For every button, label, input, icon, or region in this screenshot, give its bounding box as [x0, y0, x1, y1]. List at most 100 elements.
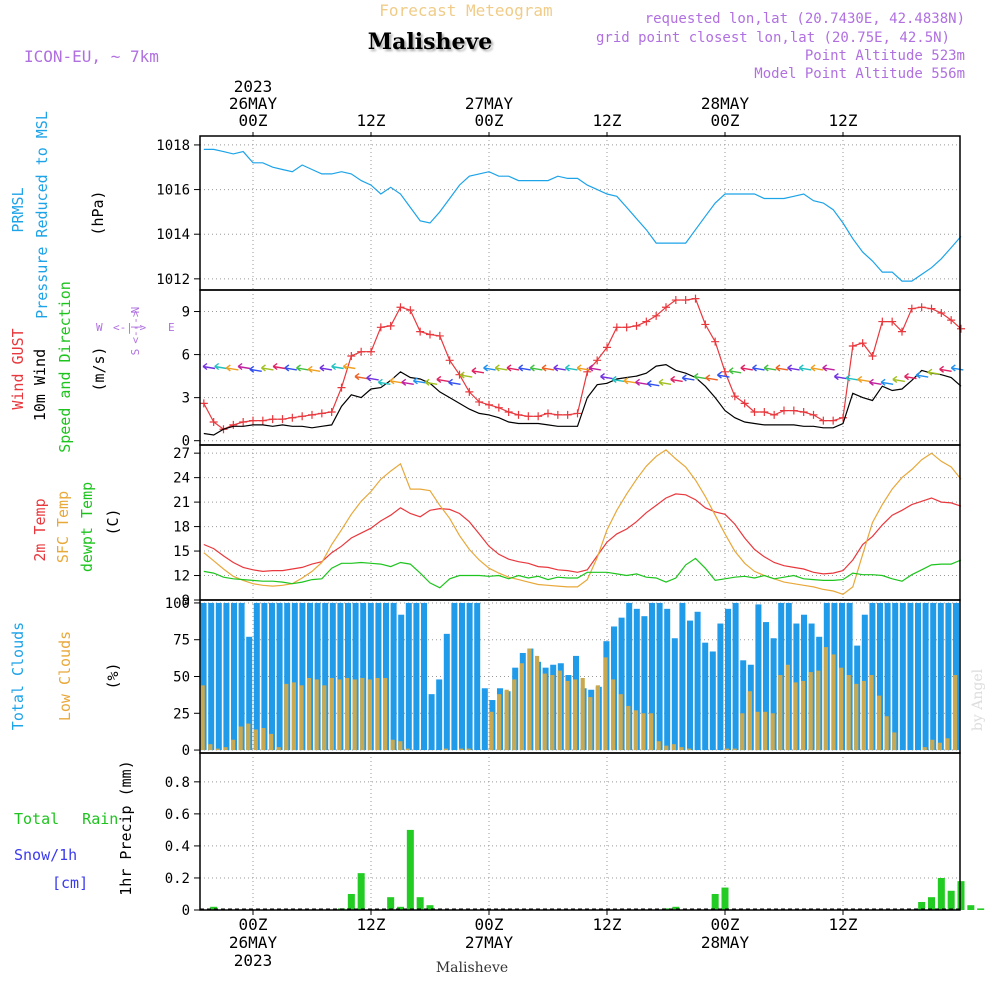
gust-marker	[337, 383, 346, 392]
total-cloud-bar	[877, 602, 883, 751]
gust-marker	[258, 416, 267, 425]
gust-marker	[209, 418, 218, 427]
gust-marker	[426, 330, 434, 339]
total-cloud-bar	[276, 602, 283, 751]
total-cloud-bar	[413, 602, 420, 751]
temperature-panel: 9 12 15 18 21 24 27	[173, 444, 962, 609]
rain-bar	[937, 877, 945, 910]
gust-marker	[740, 399, 749, 408]
wind-direction-arrow	[892, 375, 905, 383]
low-cloud-bar	[732, 748, 737, 751]
low-cloud-bar	[641, 713, 646, 751]
wind-direction-arrow	[284, 364, 297, 372]
gust-marker	[494, 403, 503, 412]
wind-direction-arrow	[728, 367, 742, 375]
low-cloud-bar	[839, 667, 844, 751]
low-cloud-bar	[846, 675, 851, 751]
gust-marker	[632, 321, 641, 330]
gust-marker	[553, 410, 562, 419]
wind-direction-arrow	[939, 365, 952, 373]
pressure-label-name: PRMSL	[9, 187, 27, 232]
gust-marker	[357, 347, 366, 356]
low-cloud-bar	[922, 747, 927, 751]
low-cloud-bar	[618, 694, 623, 751]
low-cloud-bar	[725, 748, 730, 751]
pressure-frame	[199, 135, 961, 291]
low-cloud-bar	[269, 733, 274, 751]
total-cloud-bar	[671, 638, 678, 751]
precip-cm-label: [cm]	[52, 874, 88, 892]
total-cloud-bar	[474, 602, 481, 751]
wind-direction-arrow	[670, 375, 683, 383]
low-cloud-bar	[573, 679, 578, 751]
total-cloud-bar	[459, 602, 465, 751]
total-cloud-bar	[360, 602, 367, 751]
total-cloud-bar	[215, 602, 222, 751]
top-time-label: 26MAY	[229, 94, 278, 113]
low-cloud-bar	[656, 741, 661, 751]
low-cloud-bar	[542, 673, 547, 751]
gust-marker	[957, 324, 965, 333]
low-cloud-bar	[299, 685, 304, 751]
gust-marker	[367, 347, 375, 356]
bottom-time-label: 2023	[234, 951, 273, 970]
gust-marker	[937, 308, 946, 317]
low-cloud-bar	[527, 648, 532, 751]
temperature-ytick-label: 15	[173, 544, 190, 560]
temperature-ytick-label: 24	[173, 471, 190, 487]
rain-bar	[918, 901, 926, 910]
total-cloud-bar	[884, 602, 891, 751]
bottom-time-label: 28MAY	[701, 933, 750, 952]
total-cloud-bar	[664, 608, 671, 751]
clouds-ytick-label: 0	[182, 743, 190, 759]
temperature-ytick-label: 9	[182, 593, 190, 609]
low-cloud-bar	[816, 670, 821, 751]
wind-direction-arrow	[272, 362, 286, 371]
rain-bar	[947, 890, 955, 910]
gust-marker	[376, 323, 385, 332]
gust-marker	[789, 406, 798, 415]
cloud-labels: Total Clouds Low Clouds (%)	[9, 622, 122, 730]
gust-marker	[603, 343, 611, 352]
low-cloud-bar	[405, 748, 410, 751]
gust-marker	[927, 304, 936, 313]
low-cloud-bar	[626, 705, 631, 751]
gust-marker	[947, 316, 956, 325]
gust-marker	[898, 327, 906, 336]
gust-marker	[652, 311, 661, 320]
total-cloud-bar	[443, 633, 450, 751]
wind-ytick-label: 0	[182, 434, 190, 450]
low-cloud-bar	[284, 683, 289, 751]
compass-north: N	[129, 307, 142, 314]
total-cloud-bar	[702, 642, 709, 751]
clouds-ytick-label: 75	[173, 633, 190, 649]
wind-direction-arrow	[810, 364, 824, 372]
wind-frame	[199, 289, 961, 446]
wind-direction-arrow	[377, 378, 391, 386]
low-cloud-bar	[884, 716, 889, 751]
total-cloud-bar	[915, 602, 921, 751]
clouds-ytick-label: 50	[173, 670, 190, 686]
total-cloud-bar	[352, 602, 359, 751]
rain-bar	[977, 908, 985, 910]
bottom-time-label: 00Z	[239, 915, 268, 934]
gust-marker	[760, 407, 769, 416]
temp-labels: 2m Temp SFC Temp dewpt Temp (C)	[31, 482, 122, 572]
compass-east: E	[168, 321, 175, 334]
top-time-label: 2023	[234, 77, 273, 96]
low-cloud-bar	[801, 680, 806, 751]
rain-bar	[967, 905, 975, 910]
wind-direction-arrow	[763, 364, 777, 372]
wind-direction-arrow	[798, 364, 812, 372]
total-cloud-bar	[763, 622, 769, 751]
gust-marker	[465, 387, 474, 396]
precipitation-panel: 0 0.2 0.4 0.6 0.8	[165, 752, 985, 919]
wind-direction-arrow	[249, 365, 262, 373]
precipitation-frame	[199, 752, 961, 911]
low-cloud-bar	[238, 726, 243, 751]
location-title: Malisheve	[368, 29, 492, 55]
compass-south: S	[129, 349, 142, 356]
gust-marker	[308, 410, 316, 419]
low-cloud-bar	[937, 742, 942, 751]
low-cloud-bar	[367, 679, 372, 751]
